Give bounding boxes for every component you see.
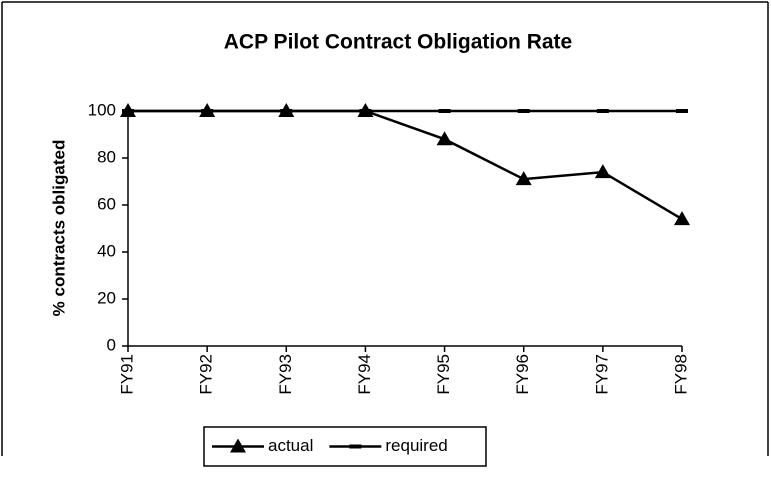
x-tick-label: FY96	[513, 354, 532, 395]
marker	[280, 109, 293, 113]
y-tick-label: 80	[97, 147, 116, 166]
x-tick-label: FY91	[117, 354, 136, 395]
series-line	[128, 109, 683, 221]
y-tick-label: 20	[97, 288, 116, 307]
chart-title: ACP Pilot Contract Obligation Rate	[224, 31, 572, 54]
marker	[436, 131, 453, 146]
x-tick-label: FY92	[197, 354, 216, 395]
y-tick-label: 100	[88, 100, 116, 119]
marker	[349, 444, 362, 449]
y-tick-label: 0	[107, 335, 116, 354]
x-tick-label: FY98	[671, 354, 690, 395]
x-tick-label: FY93	[276, 354, 295, 395]
marker	[515, 171, 532, 186]
marker	[674, 211, 690, 226]
marker	[594, 164, 611, 179]
marker	[438, 109, 451, 113]
marker	[359, 109, 372, 113]
marker	[122, 109, 134, 113]
legend-label: actual	[268, 436, 313, 455]
y-axis-title: % contracts obligated	[49, 140, 68, 317]
y-tick-label: 60	[97, 194, 116, 213]
x-tick-label: FY94	[355, 354, 374, 395]
x-tick-label: FY95	[434, 354, 453, 395]
legend: actual required	[203, 426, 487, 467]
marker	[517, 109, 530, 113]
marker	[676, 109, 688, 113]
marker	[201, 109, 214, 113]
legend-label: required	[385, 436, 447, 455]
x-tick-label: FY97	[592, 354, 611, 395]
marker	[230, 438, 246, 453]
marker	[596, 109, 609, 113]
y-tick-label: 40	[97, 241, 116, 260]
